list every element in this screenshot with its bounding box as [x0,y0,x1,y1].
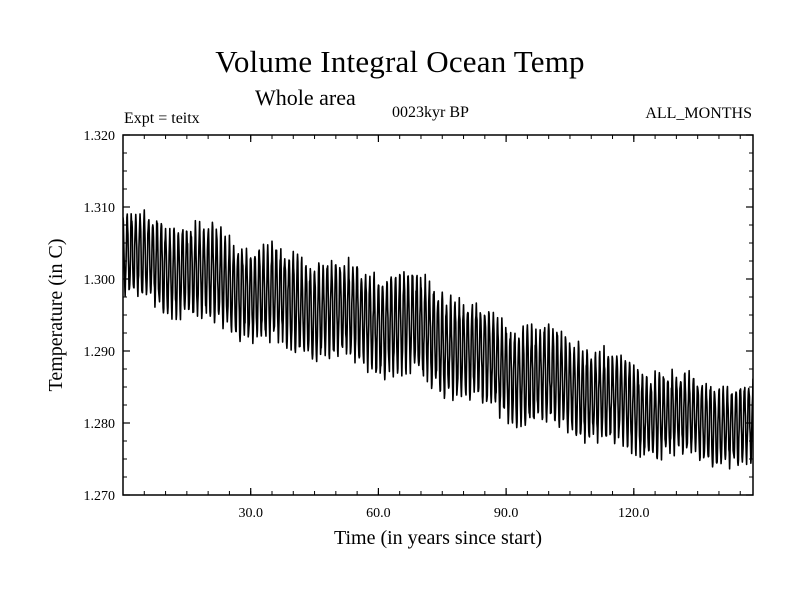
axis-ticks: 1.270 1.280 1.290 1.300 1.310 1.320 30.0 60.0 90… [84,129,753,521]
x-axis-title: Time (in years since start) [334,527,542,549]
plot-area [123,209,753,470]
x-tick-label: 60.0 [366,506,391,521]
x-tick-label: 120.0 [618,506,650,521]
series-line [123,209,753,470]
y-tick-label: 1.310 [84,201,116,216]
x-tick-label: 90.0 [494,506,519,521]
period-label: 0023kyr BP [392,104,469,121]
y-tick-label: 1.290 [84,345,116,360]
y-tick-label: 1.300 [84,273,116,288]
chart-subtitle: Whole area [255,85,356,110]
y-tick-label: 1.280 [84,417,116,432]
chart-title: Volume Integral Ocean Temp [215,44,585,79]
y-axis-title: Temperature (in C) [45,239,67,392]
x-tick-label: 30.0 [238,506,263,521]
months-label: ALL_MONTHS [645,105,752,122]
y-tick-label: 1.270 [84,489,116,504]
experiment-label: Expt = teitx [124,110,200,127]
y-tick-label: 1.320 [84,129,116,144]
